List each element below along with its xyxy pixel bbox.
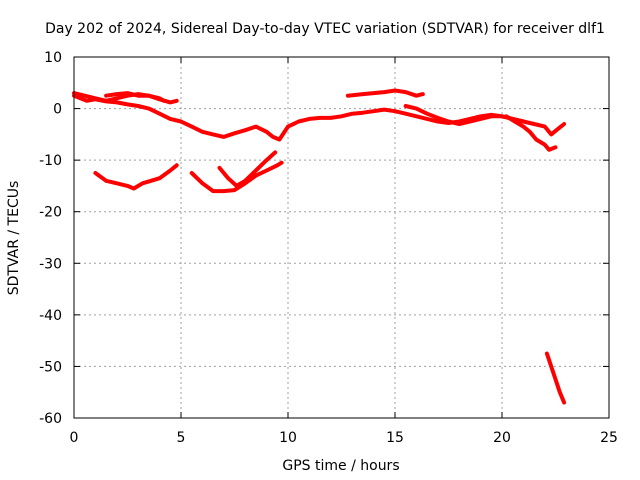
y-tick-label: -20 xyxy=(39,205,62,221)
x-tick-label: 0 xyxy=(70,430,79,446)
chart-title: Day 202 of 2024, Sidereal Day-to-day VTE… xyxy=(45,21,605,37)
x-tick-label: 25 xyxy=(600,430,618,446)
series-arc-3 xyxy=(104,91,166,103)
series-arc-5 xyxy=(189,160,284,194)
y-axis-label: SDTVAR / TECUs xyxy=(6,181,22,296)
axis-ticks: 0 5 10 15 20 25 10 0 -10 -20 -30 -40 -50 -60 xyxy=(39,50,618,446)
x-tick-label: 15 xyxy=(386,430,404,446)
x-tick-label: 10 xyxy=(279,430,297,446)
series-arc-6 xyxy=(217,150,278,188)
x-tick-label: 20 xyxy=(493,430,511,446)
x-axis-label: GPS time / hours xyxy=(282,458,399,474)
series-layer xyxy=(72,88,567,405)
y-tick-label: -10 xyxy=(39,153,62,169)
series-arc-7 xyxy=(345,88,425,98)
y-tick-label: 0 xyxy=(53,102,62,118)
series-arc-8 xyxy=(403,104,526,126)
y-tick-label: -60 xyxy=(39,411,62,427)
y-tick-label: -30 xyxy=(39,256,62,272)
plot-frame xyxy=(73,56,610,419)
series-arc-9 xyxy=(504,114,558,152)
x-tick-label: 5 xyxy=(177,430,186,446)
y-tick-label: -50 xyxy=(39,359,62,375)
series-arc-10 xyxy=(544,351,567,405)
series-arc-4 xyxy=(93,163,179,191)
y-tick-label: -40 xyxy=(39,308,62,324)
y-tick-label: 10 xyxy=(44,50,62,66)
